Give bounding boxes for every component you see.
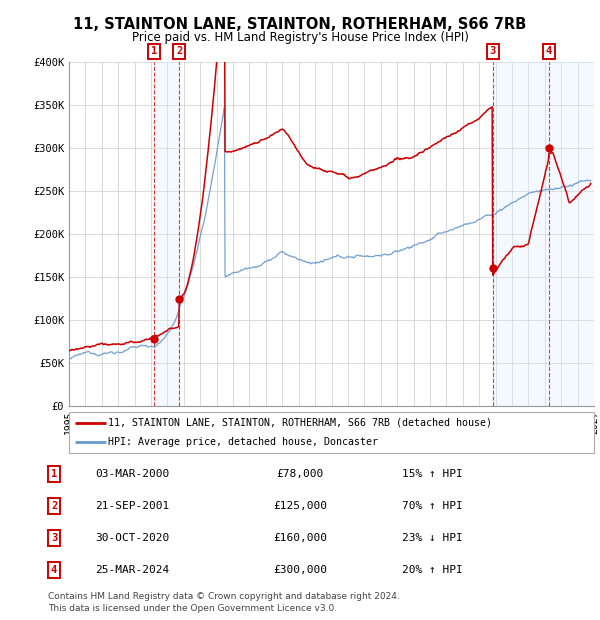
Text: 4: 4: [545, 46, 551, 56]
Text: HPI: Average price, detached house, Doncaster: HPI: Average price, detached house, Donc…: [109, 437, 379, 447]
Text: 1: 1: [151, 46, 157, 56]
Text: 11, STAINTON LANE, STAINTON, ROTHERHAM, S66 7RB (detached house): 11, STAINTON LANE, STAINTON, ROTHERHAM, …: [109, 418, 493, 428]
Bar: [493, 62, 594, 406]
Text: 03-MAR-2000: 03-MAR-2000: [95, 469, 169, 479]
Text: Price paid vs. HM Land Registry's House Price Index (HPI): Price paid vs. HM Land Registry's House …: [131, 31, 469, 44]
Text: 20% ↑ HPI: 20% ↑ HPI: [401, 565, 463, 575]
Text: Contains HM Land Registry data © Crown copyright and database right 2024.: Contains HM Land Registry data © Crown c…: [48, 592, 400, 601]
Text: 11, STAINTON LANE, STAINTON, ROTHERHAM, S66 7RB: 11, STAINTON LANE, STAINTON, ROTHERHAM, …: [73, 17, 527, 32]
Text: 70% ↑ HPI: 70% ↑ HPI: [401, 501, 463, 511]
Text: 25-MAR-2024: 25-MAR-2024: [95, 565, 169, 575]
Text: 4: 4: [51, 565, 57, 575]
Text: 2: 2: [176, 46, 182, 56]
Text: 1: 1: [51, 469, 57, 479]
Text: £160,000: £160,000: [273, 533, 327, 542]
Text: This data is licensed under the Open Government Licence v3.0.: This data is licensed under the Open Gov…: [48, 603, 337, 613]
Text: 30-OCT-2020: 30-OCT-2020: [95, 533, 169, 542]
Text: £300,000: £300,000: [273, 565, 327, 575]
Text: £78,000: £78,000: [277, 469, 323, 479]
Text: £125,000: £125,000: [273, 501, 327, 511]
Bar: [154, 62, 179, 406]
Text: 15% ↑ HPI: 15% ↑ HPI: [401, 469, 463, 479]
FancyBboxPatch shape: [69, 412, 594, 453]
Text: 23% ↓ HPI: 23% ↓ HPI: [401, 533, 463, 542]
Text: 3: 3: [51, 533, 57, 542]
Text: 2: 2: [51, 501, 57, 511]
Text: 21-SEP-2001: 21-SEP-2001: [95, 501, 169, 511]
Text: 3: 3: [490, 46, 496, 56]
